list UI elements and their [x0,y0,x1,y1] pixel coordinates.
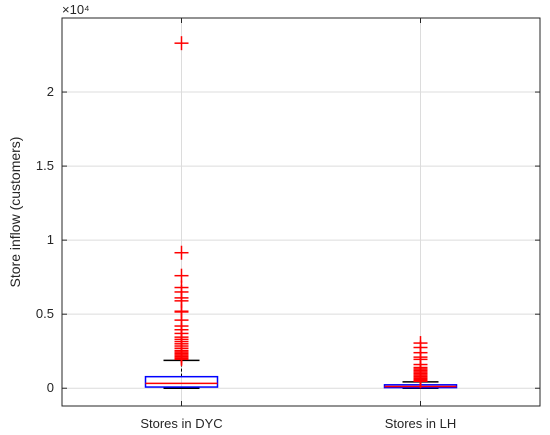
outlier-marker [174,352,189,367]
y-tick-label: 1.5 [36,158,54,173]
outlier-marker [413,374,428,389]
box-marks-layer [144,36,458,389]
outlier-marker [174,268,189,283]
y-tick-label: 0.5 [36,306,54,321]
y-tick-label: 0 [47,380,54,395]
y-tick-label: 2 [47,84,54,99]
x-tick-label: Stores in DYC [140,416,222,431]
box-iqr [144,375,219,388]
x-tick-label: Stores in LH [385,416,457,431]
tick-layer: 0 0.5 1 1.5 2 Stores in DYC Stores in LH [36,18,540,431]
y-axis-label: Store inflow (customers) [7,137,23,288]
plot-frame [61,17,541,407]
y-tick-label: 1 [47,232,54,247]
outlier-marker [174,245,189,260]
plot-area [62,18,540,406]
grid-layer [62,18,540,406]
outlier-marker [174,36,189,51]
y-exponent-label: ×10⁴ [62,2,90,17]
